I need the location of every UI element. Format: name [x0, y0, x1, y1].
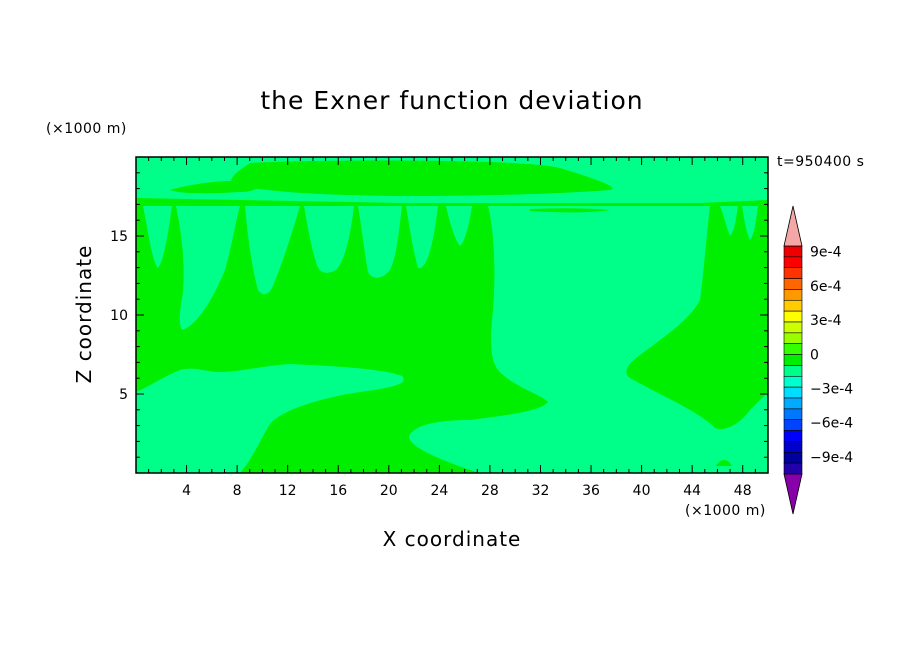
colorbar-band	[783, 408, 803, 421]
x-tick-label: 28	[481, 483, 499, 499]
colorbar-band	[783, 278, 803, 290]
colorbar-band	[783, 256, 803, 269]
colorbar-label: −3e-4	[810, 382, 853, 398]
contour-region-top-patch	[231, 160, 613, 196]
colorbar-band	[783, 441, 803, 453]
colorbar-band	[783, 354, 803, 366]
x-tick-label: 44	[683, 483, 701, 499]
x-tick-label: 32	[532, 483, 550, 499]
colorbar-band	[783, 430, 803, 442]
x-tick-label: 16	[329, 483, 347, 499]
colorbar-band	[783, 299, 803, 312]
contour-region-upper-band	[136, 198, 768, 206]
colorbar-label: −9e-4	[810, 450, 853, 466]
x-tick-label: 24	[430, 483, 448, 499]
colorbar-label: 6e-4	[810, 279, 842, 295]
colorbar-over-triangle	[783, 205, 803, 247]
colorbar-under-triangle	[783, 473, 803, 515]
x-unit-label: (×1000 m)	[685, 503, 766, 519]
x-tick-label: 40	[633, 483, 651, 499]
y-tick-label: 10	[110, 308, 128, 324]
x-tick-label: 36	[582, 483, 600, 499]
colorbar-band	[783, 451, 803, 464]
x-tick-label: 48	[734, 483, 752, 499]
colorbar-band	[783, 462, 803, 475]
contour-region-right	[626, 206, 768, 430]
colorbar-band	[783, 419, 803, 431]
colorbar-band	[783, 332, 803, 345]
colorbar: 9e-4 6e-4 3e-4 0 −3e-4 −6e-4 −9e-4	[783, 205, 853, 515]
x-tick-label: 20	[380, 483, 398, 499]
time-label: t=950400 s	[777, 154, 865, 170]
contour-region-top-left-patch	[170, 180, 260, 194]
colorbar-band	[783, 245, 803, 258]
colorbar-label: 0	[810, 347, 819, 363]
colorbar-band	[783, 365, 803, 377]
contour-region-thin-band	[530, 208, 610, 213]
colorbar-band	[783, 289, 803, 301]
x-tick-label: 8	[233, 483, 242, 499]
x-tick-label: 4	[182, 483, 191, 499]
colorbar-band	[783, 375, 803, 388]
colorbar-band	[783, 386, 803, 399]
colorbar-label: 9e-4	[810, 245, 842, 261]
colorbar-band	[783, 397, 803, 410]
colorbar-band	[783, 343, 803, 355]
contour-region-small-patch	[716, 460, 732, 466]
x-tick-label: 12	[279, 483, 297, 499]
colorbar-band	[783, 310, 803, 323]
y-tick-label: 5	[119, 387, 128, 403]
colorbar-band	[783, 321, 803, 334]
y-tick-label: 15	[110, 229, 128, 245]
contour-field	[136, 157, 768, 473]
contour-region-left	[136, 206, 548, 473]
colorbar-label: 3e-4	[810, 313, 842, 329]
colorbar-label: −6e-4	[810, 416, 853, 432]
page-title: the Exner function deviation	[260, 86, 644, 115]
z-unit-label: (×1000 m)	[46, 121, 127, 137]
x-axis-label: X coordinate	[382, 527, 522, 551]
colorbar-band	[783, 267, 803, 279]
